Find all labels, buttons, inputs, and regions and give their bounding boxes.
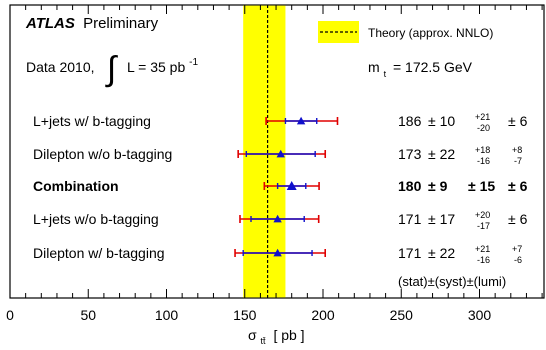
- measurement-syst-down: -16: [477, 156, 490, 166]
- measurement-label: Dilepton w/o b-tagging: [33, 146, 172, 162]
- lumi-exponent: -1: [189, 57, 198, 68]
- x-tick-label: 100: [155, 307, 179, 323]
- x-tick-label: 300: [468, 307, 492, 323]
- measurement-label: L+jets w/o b-tagging: [33, 211, 159, 227]
- top-mass-symbol: m: [368, 59, 380, 75]
- measurement-marker: [273, 248, 282, 257]
- measurement-stat: ± 9: [428, 178, 448, 194]
- x-tick-label: 0: [6, 307, 14, 323]
- x-axis-symbol: σ: [248, 327, 257, 343]
- plot-frame: [9, 4, 545, 299]
- x-axis-title: σ tt̄ [ pb ]: [248, 327, 305, 347]
- measurement-syst-down: -16: [477, 255, 490, 265]
- measurement-lumi-up: +7: [512, 244, 522, 254]
- measurement-syst-up: +21: [475, 244, 490, 254]
- integral-symbol: ∫: [105, 50, 118, 88]
- measurement-value: 180: [398, 178, 422, 194]
- x-axis-subscript: tt̄: [261, 336, 267, 346]
- measurement-rows: L+jets w/ b-tagging 186 ± 10 +21-20 ± 6Dilep…: [33, 112, 528, 265]
- measurement-lumi-up: +8: [512, 145, 522, 155]
- measurement-lumi-down: -7: [514, 156, 522, 166]
- measurement-label: L+jets w/ b-tagging: [33, 113, 151, 129]
- x-tick-label: 50: [80, 307, 96, 323]
- top-mass-value: = 172.5 GeV: [393, 59, 473, 75]
- x-tick-label: 200: [311, 307, 335, 323]
- legend-theory-swatch: [318, 21, 359, 43]
- preliminary-label: Preliminary: [83, 15, 159, 32]
- lumi-label: L = 35 pb -1: [127, 57, 198, 75]
- measurement-value: 171: [398, 211, 422, 227]
- top-mass-label: m t = 172.5 GeV: [368, 59, 473, 80]
- measurement-syst-up: +20: [475, 210, 490, 220]
- measurement-stat: ± 10: [428, 113, 455, 129]
- uncertainty-footer: (stat)±(syst)±(lumi): [398, 274, 506, 289]
- measurement-marker: [276, 149, 285, 158]
- measurement-marker: [273, 214, 282, 223]
- measurement-syst-up: +21: [475, 112, 490, 122]
- x-axis: 0 50 100 150 200 250 300: [6, 5, 543, 323]
- measurement-row: Dilepton w/o b-tagging 173 ± 22 +18-16 +8-7: [33, 145, 522, 166]
- measurement-syst: ± 15: [468, 178, 495, 194]
- measurement-marker: [286, 181, 297, 190]
- theory-band-layer: [243, 5, 286, 298]
- measurement-stat: ± 22: [428, 245, 455, 261]
- measurement-stat: ± 22: [428, 146, 455, 162]
- lumi-text: L = 35 pb: [127, 59, 185, 75]
- x-tick-label: 150: [233, 307, 257, 323]
- measurement-lumi: ± 6: [508, 113, 528, 129]
- measurement-value: 186: [398, 113, 422, 129]
- atlas-label: ATLAS: [25, 15, 75, 32]
- measurement-value: 173: [398, 146, 422, 162]
- x-tick-label: 250: [390, 307, 414, 323]
- measurement-syst-up: +18: [475, 145, 490, 155]
- measurement-lumi-down: -6: [514, 255, 522, 265]
- top-mass-subscript: t: [384, 69, 387, 79]
- legend-theory-label: Theory (approx. NNLO): [368, 26, 493, 40]
- measurement-row: Dilepton w/ b-tagging 171 ± 22 +21-16 +7-6: [33, 244, 522, 265]
- measurement-row: Combination 180 ± 9 ± 15 ± 6: [33, 178, 528, 194]
- measurement-label: Combination: [33, 178, 119, 194]
- measurement-label: Dilepton w/ b-tagging: [33, 245, 165, 261]
- measurement-syst-down: -20: [477, 123, 490, 133]
- measurement-lumi: ± 6: [508, 178, 528, 194]
- measurement-row: L+jets w/ b-tagging 186 ± 10 +21-20 ± 6: [33, 112, 528, 133]
- measurement-lumi: ± 6: [508, 211, 528, 227]
- atlas-header: ATLAS Preliminary: [25, 15, 159, 32]
- measurement-value: 171: [398, 245, 422, 261]
- measurement-stat: ± 17: [428, 211, 455, 227]
- measurement-marker: [296, 116, 306, 125]
- measurement-syst-down: -17: [477, 221, 490, 231]
- x-axis-unit: [ pb ]: [273, 327, 304, 343]
- theory-band: [243, 5, 286, 298]
- measurement-row: L+jets w/o b-tagging 171 ± 17 +20-17 ± 6: [33, 210, 528, 231]
- data-label: Data 2010,: [26, 59, 95, 75]
